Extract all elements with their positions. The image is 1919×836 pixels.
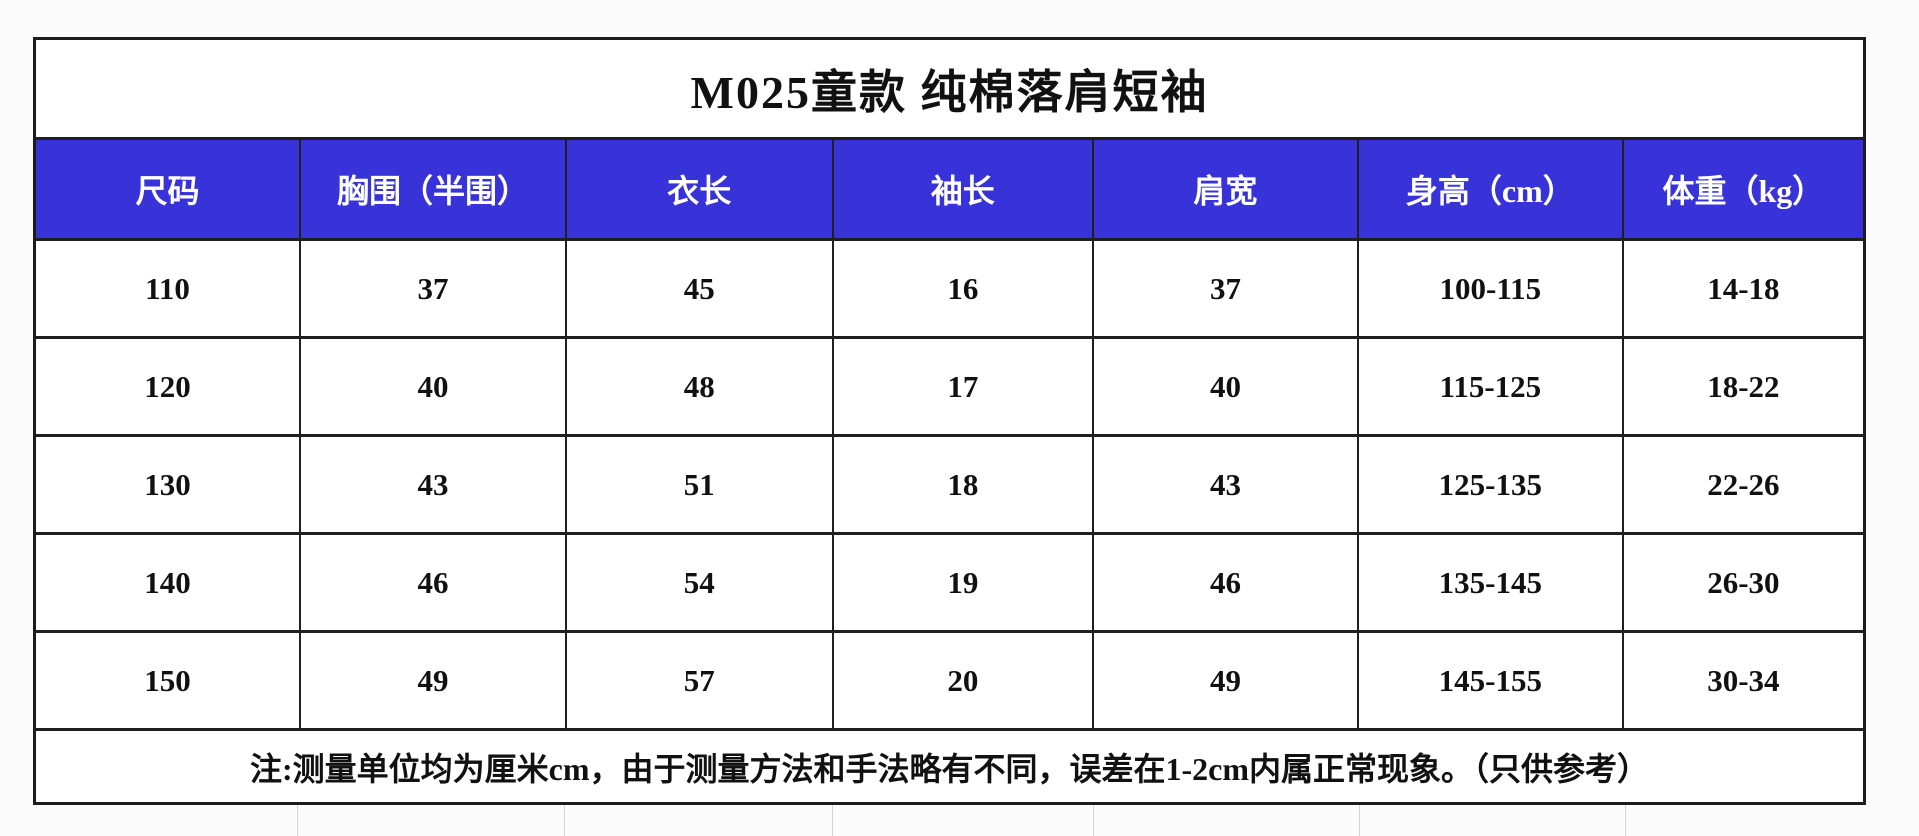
table-cell: 57: [564, 633, 832, 728]
table-row-2: 130 43 51 18 43 125-135 22-26: [36, 434, 1863, 532]
table-cell: 54: [564, 535, 832, 630]
header-cell-2: 衣长: [564, 140, 832, 238]
table-cell: 45: [564, 241, 832, 336]
table-cell: 46: [299, 535, 565, 630]
table-cell: 51: [564, 437, 832, 532]
grid-line-stub: [564, 805, 565, 836]
table-cell: 150: [144, 662, 191, 698]
table-cell: 43: [1091, 437, 1357, 532]
table-cell: 19: [831, 535, 1092, 630]
table-cell: 120: [144, 368, 191, 404]
table-row-3: 140 46 54 19 46 135-145 26-30: [36, 532, 1863, 630]
table-cell: 48: [564, 339, 832, 434]
header-cell-0: 尺码: [135, 173, 200, 209]
grid-line-stub: [297, 805, 298, 836]
table-cell: 135-145: [1356, 535, 1622, 630]
grid-line-stub: [1359, 805, 1360, 836]
header-cell-3: 袖长: [831, 140, 1092, 238]
size-chart-table: M025童款 纯棉落肩短袖 尺码 胸围（半围） 衣长 袖长 肩宽 身高（cm） 体重（kg）…: [33, 37, 1866, 805]
table-cell: 115-125: [1356, 339, 1622, 434]
grid-line-stub: [1625, 805, 1626, 836]
table-cell: 49: [1091, 633, 1357, 728]
header-cell-6: 体重（kg）: [1621, 140, 1863, 238]
table-cell: 20: [831, 633, 1092, 728]
table-cell: 40: [1091, 339, 1357, 434]
size-chart-title: M025童款 纯棉落肩短袖: [36, 40, 1863, 137]
table-cell: 30-34: [1621, 633, 1863, 728]
grid-line-stub: [832, 805, 833, 836]
table-cell: 100-115: [1356, 241, 1622, 336]
table-cell: 130: [144, 466, 191, 502]
table-row-0: 110 37 45 16 37 100-115 14-18: [36, 238, 1863, 336]
size-table-header-row: 尺码 胸围（半围） 衣长 袖长 肩宽 身高（cm） 体重（kg）: [36, 137, 1863, 238]
grid-line-stub: [1093, 805, 1094, 836]
table-cell: 26-30: [1621, 535, 1863, 630]
table-cell: 145-155: [1356, 633, 1622, 728]
table-cell: 110: [145, 270, 190, 306]
measurement-note: 注:测量单位均为厘米cm，由于测量方法和手法略有不同，误差在1-2cm内属正常现…: [36, 728, 1863, 802]
table-cell: 37: [299, 241, 565, 336]
table-cell: 17: [831, 339, 1092, 434]
table-cell: 22-26: [1621, 437, 1863, 532]
header-cell-5: 身高（cm）: [1356, 140, 1622, 238]
header-cell-1: 胸围（半围）: [299, 140, 565, 238]
table-cell: 18: [831, 437, 1092, 532]
table-cell: 18-22: [1621, 339, 1863, 434]
table-row-4: 150 49 57 20 49 145-155 30-34: [36, 630, 1863, 728]
table-cell: 16: [831, 241, 1092, 336]
table-cell: 14-18: [1621, 241, 1863, 336]
table-cell: 140: [144, 564, 191, 600]
table-cell: 43: [299, 437, 565, 532]
size-table-body: 110 37 45 16 37 100-115 14-18 120 40 48 17 40 115-12…: [36, 238, 1863, 728]
table-row-1: 120 40 48 17 40 115-125 18-22: [36, 336, 1863, 434]
table-cell: 49: [299, 633, 565, 728]
table-cell: 37: [1091, 241, 1357, 336]
table-cell: 40: [299, 339, 565, 434]
header-cell-4: 肩宽: [1091, 140, 1357, 238]
table-cell: 46: [1091, 535, 1357, 630]
table-cell: 125-135: [1356, 437, 1622, 532]
